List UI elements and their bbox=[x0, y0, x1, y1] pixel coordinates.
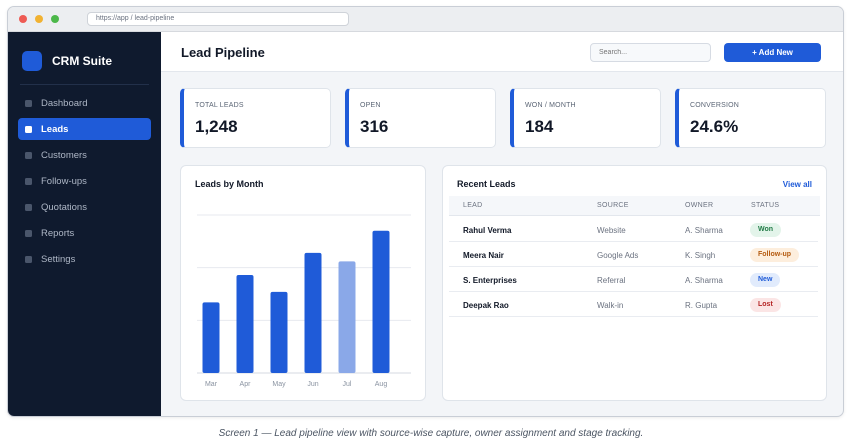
lead-owner: A. Sharma bbox=[685, 276, 723, 285]
status-badge: Won bbox=[750, 223, 782, 237]
chart-bar-jun[interactable] bbox=[304, 252, 322, 373]
lead-source: Referral bbox=[597, 276, 626, 285]
close-window-icon[interactable] bbox=[19, 15, 27, 23]
page-title: Lead Pipeline bbox=[181, 45, 265, 60]
kpi-value: 1,248 bbox=[195, 117, 238, 136]
chart-bar-apr[interactable] bbox=[236, 275, 254, 373]
nav-bullet-icon bbox=[25, 255, 32, 263]
sidebar-nav: Dashboard Leads Customers Follow-ups Quotati… bbox=[18, 92, 151, 274]
table-row[interactable]: S. Enterprises Referral A. Sharma New bbox=[449, 268, 818, 292]
figure-caption: Screen 1 — Lead pipeline view with sourc… bbox=[218, 428, 644, 439]
sidebar-item-settings[interactable]: Settings bbox=[18, 248, 151, 270]
sidebar-item-label: Quotations bbox=[41, 201, 87, 213]
column-header-source[interactable]: SOURCE bbox=[597, 202, 629, 209]
kpi-label: WON / MONTH bbox=[525, 102, 576, 109]
recent-leads-card: Recent Leads View all LEAD SOURCE OWNER … bbox=[442, 165, 827, 401]
recent-leads-title: Recent Leads bbox=[457, 179, 516, 189]
table-row[interactable]: Deepak Rao Walk-in R. Gupta Lost bbox=[449, 293, 818, 317]
nav-bullet-icon bbox=[25, 125, 32, 133]
kpi-card: TOTAL LEADS 1,248 bbox=[180, 88, 331, 148]
brand[interactable]: CRM Suite bbox=[22, 51, 112, 71]
status-badge: New bbox=[750, 273, 781, 287]
lead-source: Walk-in bbox=[597, 301, 624, 310]
sidebar-item-label: Dashboard bbox=[41, 97, 88, 109]
column-header-owner[interactable]: OWNER bbox=[685, 202, 714, 209]
column-header-lead[interactable]: LEAD bbox=[463, 202, 483, 209]
nav-bullet-icon bbox=[25, 229, 32, 237]
sidebar-item-label: Settings bbox=[41, 253, 76, 265]
lead-source: Google Ads bbox=[597, 251, 639, 260]
sidebar: CRM Suite Dashboard Leads Customers Follow-… bbox=[8, 32, 161, 416]
x-tick-label: Aug bbox=[375, 381, 388, 388]
kpi-card: OPEN 316 bbox=[345, 88, 496, 148]
brand-logo-icon bbox=[22, 51, 42, 71]
brand-name: CRM Suite bbox=[52, 54, 112, 68]
x-tick-label: Jun bbox=[307, 381, 318, 388]
sidebar-item-label: Customers bbox=[41, 149, 87, 161]
view-all-link[interactable]: View all bbox=[782, 180, 812, 189]
chart-bar-may[interactable] bbox=[270, 291, 288, 373]
kpi-label: CONVERSION bbox=[690, 102, 740, 109]
kpi-value: 184 bbox=[525, 117, 554, 136]
lead-name: Meera Nair bbox=[463, 251, 504, 260]
nav-bullet-icon bbox=[25, 177, 32, 185]
status-badge: Lost bbox=[750, 298, 781, 312]
chart-bar-jul[interactable] bbox=[338, 261, 356, 373]
chart-bar-aug[interactable] bbox=[372, 230, 390, 373]
sidebar-item-customers[interactable]: Customers bbox=[18, 144, 151, 166]
kpi-card: CONVERSION 24.6% bbox=[675, 88, 826, 148]
lead-name: Deepak Rao bbox=[463, 301, 509, 310]
nav-bullet-icon bbox=[25, 203, 32, 211]
chart-title: Leads by Month bbox=[195, 179, 264, 189]
sidebar-divider bbox=[20, 84, 149, 85]
sidebar-item-follow-ups[interactable]: Follow-ups bbox=[18, 170, 151, 192]
sidebar-item-quotations[interactable]: Quotations bbox=[18, 196, 151, 218]
x-tick-label: May bbox=[272, 381, 286, 388]
x-tick-label: Jul bbox=[343, 381, 352, 388]
kpi-label: TOTAL LEADS bbox=[195, 102, 244, 109]
x-tick-label: Apr bbox=[240, 381, 252, 388]
table-row[interactable]: Rahul Verma Website A. Sharma Won bbox=[449, 218, 818, 242]
kpi-label: OPEN bbox=[360, 102, 381, 109]
chart-bar-mar[interactable] bbox=[202, 302, 220, 373]
leads-by-month-chart: Mar Apr May Jun Jul Aug bbox=[197, 214, 411, 388]
search-input[interactable] bbox=[590, 43, 711, 62]
main-content: Lead Pipeline + Add New TOTAL LEADS 1,248… bbox=[161, 32, 843, 416]
lead-source: Website bbox=[597, 226, 626, 235]
add-new-button[interactable]: + Add New bbox=[724, 43, 821, 62]
nav-bullet-icon bbox=[25, 151, 32, 159]
table-row[interactable]: Meera Nair Google Ads K. Singh Follow-up bbox=[449, 243, 818, 267]
sidebar-item-label: Leads bbox=[41, 123, 69, 135]
sidebar-item-leads[interactable]: Leads bbox=[18, 118, 151, 140]
lead-owner: R. Gupta bbox=[685, 301, 718, 310]
lead-owner: A. Sharma bbox=[685, 226, 723, 235]
maximize-window-icon[interactable] bbox=[51, 15, 59, 23]
browser-titlebar: https://app / lead-pipeline bbox=[8, 7, 843, 32]
nav-bullet-icon bbox=[25, 99, 32, 107]
table-header: LEAD SOURCE OWNER STATUS bbox=[449, 196, 820, 216]
lead-owner: K. Singh bbox=[685, 251, 716, 260]
x-tick-label: Mar bbox=[205, 381, 218, 388]
address-bar[interactable]: https://app / lead-pipeline bbox=[87, 12, 349, 26]
browser-window: https://app / lead-pipeline CRM Suite Da… bbox=[7, 6, 844, 417]
kpi-value: 24.6% bbox=[690, 117, 739, 136]
minimize-window-icon[interactable] bbox=[35, 15, 43, 23]
kpi-card: WON / MONTH 184 bbox=[510, 88, 661, 148]
column-header-status[interactable]: STATUS bbox=[751, 202, 780, 209]
kpi-value: 316 bbox=[360, 117, 389, 136]
lead-name: Rahul Verma bbox=[463, 226, 512, 235]
sidebar-item-dashboard[interactable]: Dashboard bbox=[18, 92, 151, 114]
leads-by-month-card: Leads by Month Mar Apr May Jun Jul Aug bbox=[180, 165, 426, 401]
sidebar-item-label: Follow-ups bbox=[41, 175, 87, 187]
lead-name: S. Enterprises bbox=[463, 276, 517, 285]
page-header: Lead Pipeline + Add New bbox=[161, 32, 843, 72]
sidebar-item-reports[interactable]: Reports bbox=[18, 222, 151, 244]
status-badge: Follow-up bbox=[750, 248, 800, 262]
sidebar-item-label: Reports bbox=[41, 227, 75, 239]
